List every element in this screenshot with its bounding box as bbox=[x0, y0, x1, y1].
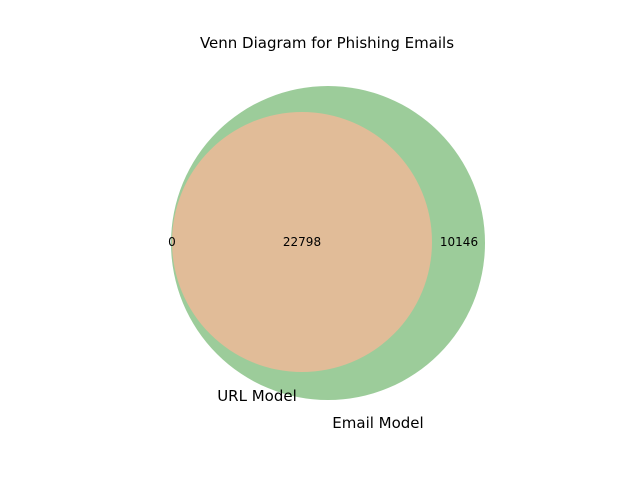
intersection-count: 22798 bbox=[283, 235, 321, 249]
url-model-circle bbox=[172, 112, 432, 372]
diagram-title: Venn Diagram for Phishing Emails bbox=[200, 34, 454, 52]
email-only-count: 10146 bbox=[440, 235, 478, 249]
email-model-label: Email Model bbox=[332, 414, 423, 432]
url-model-label: URL Model bbox=[217, 387, 297, 405]
url-only-count: 0 bbox=[168, 235, 176, 249]
